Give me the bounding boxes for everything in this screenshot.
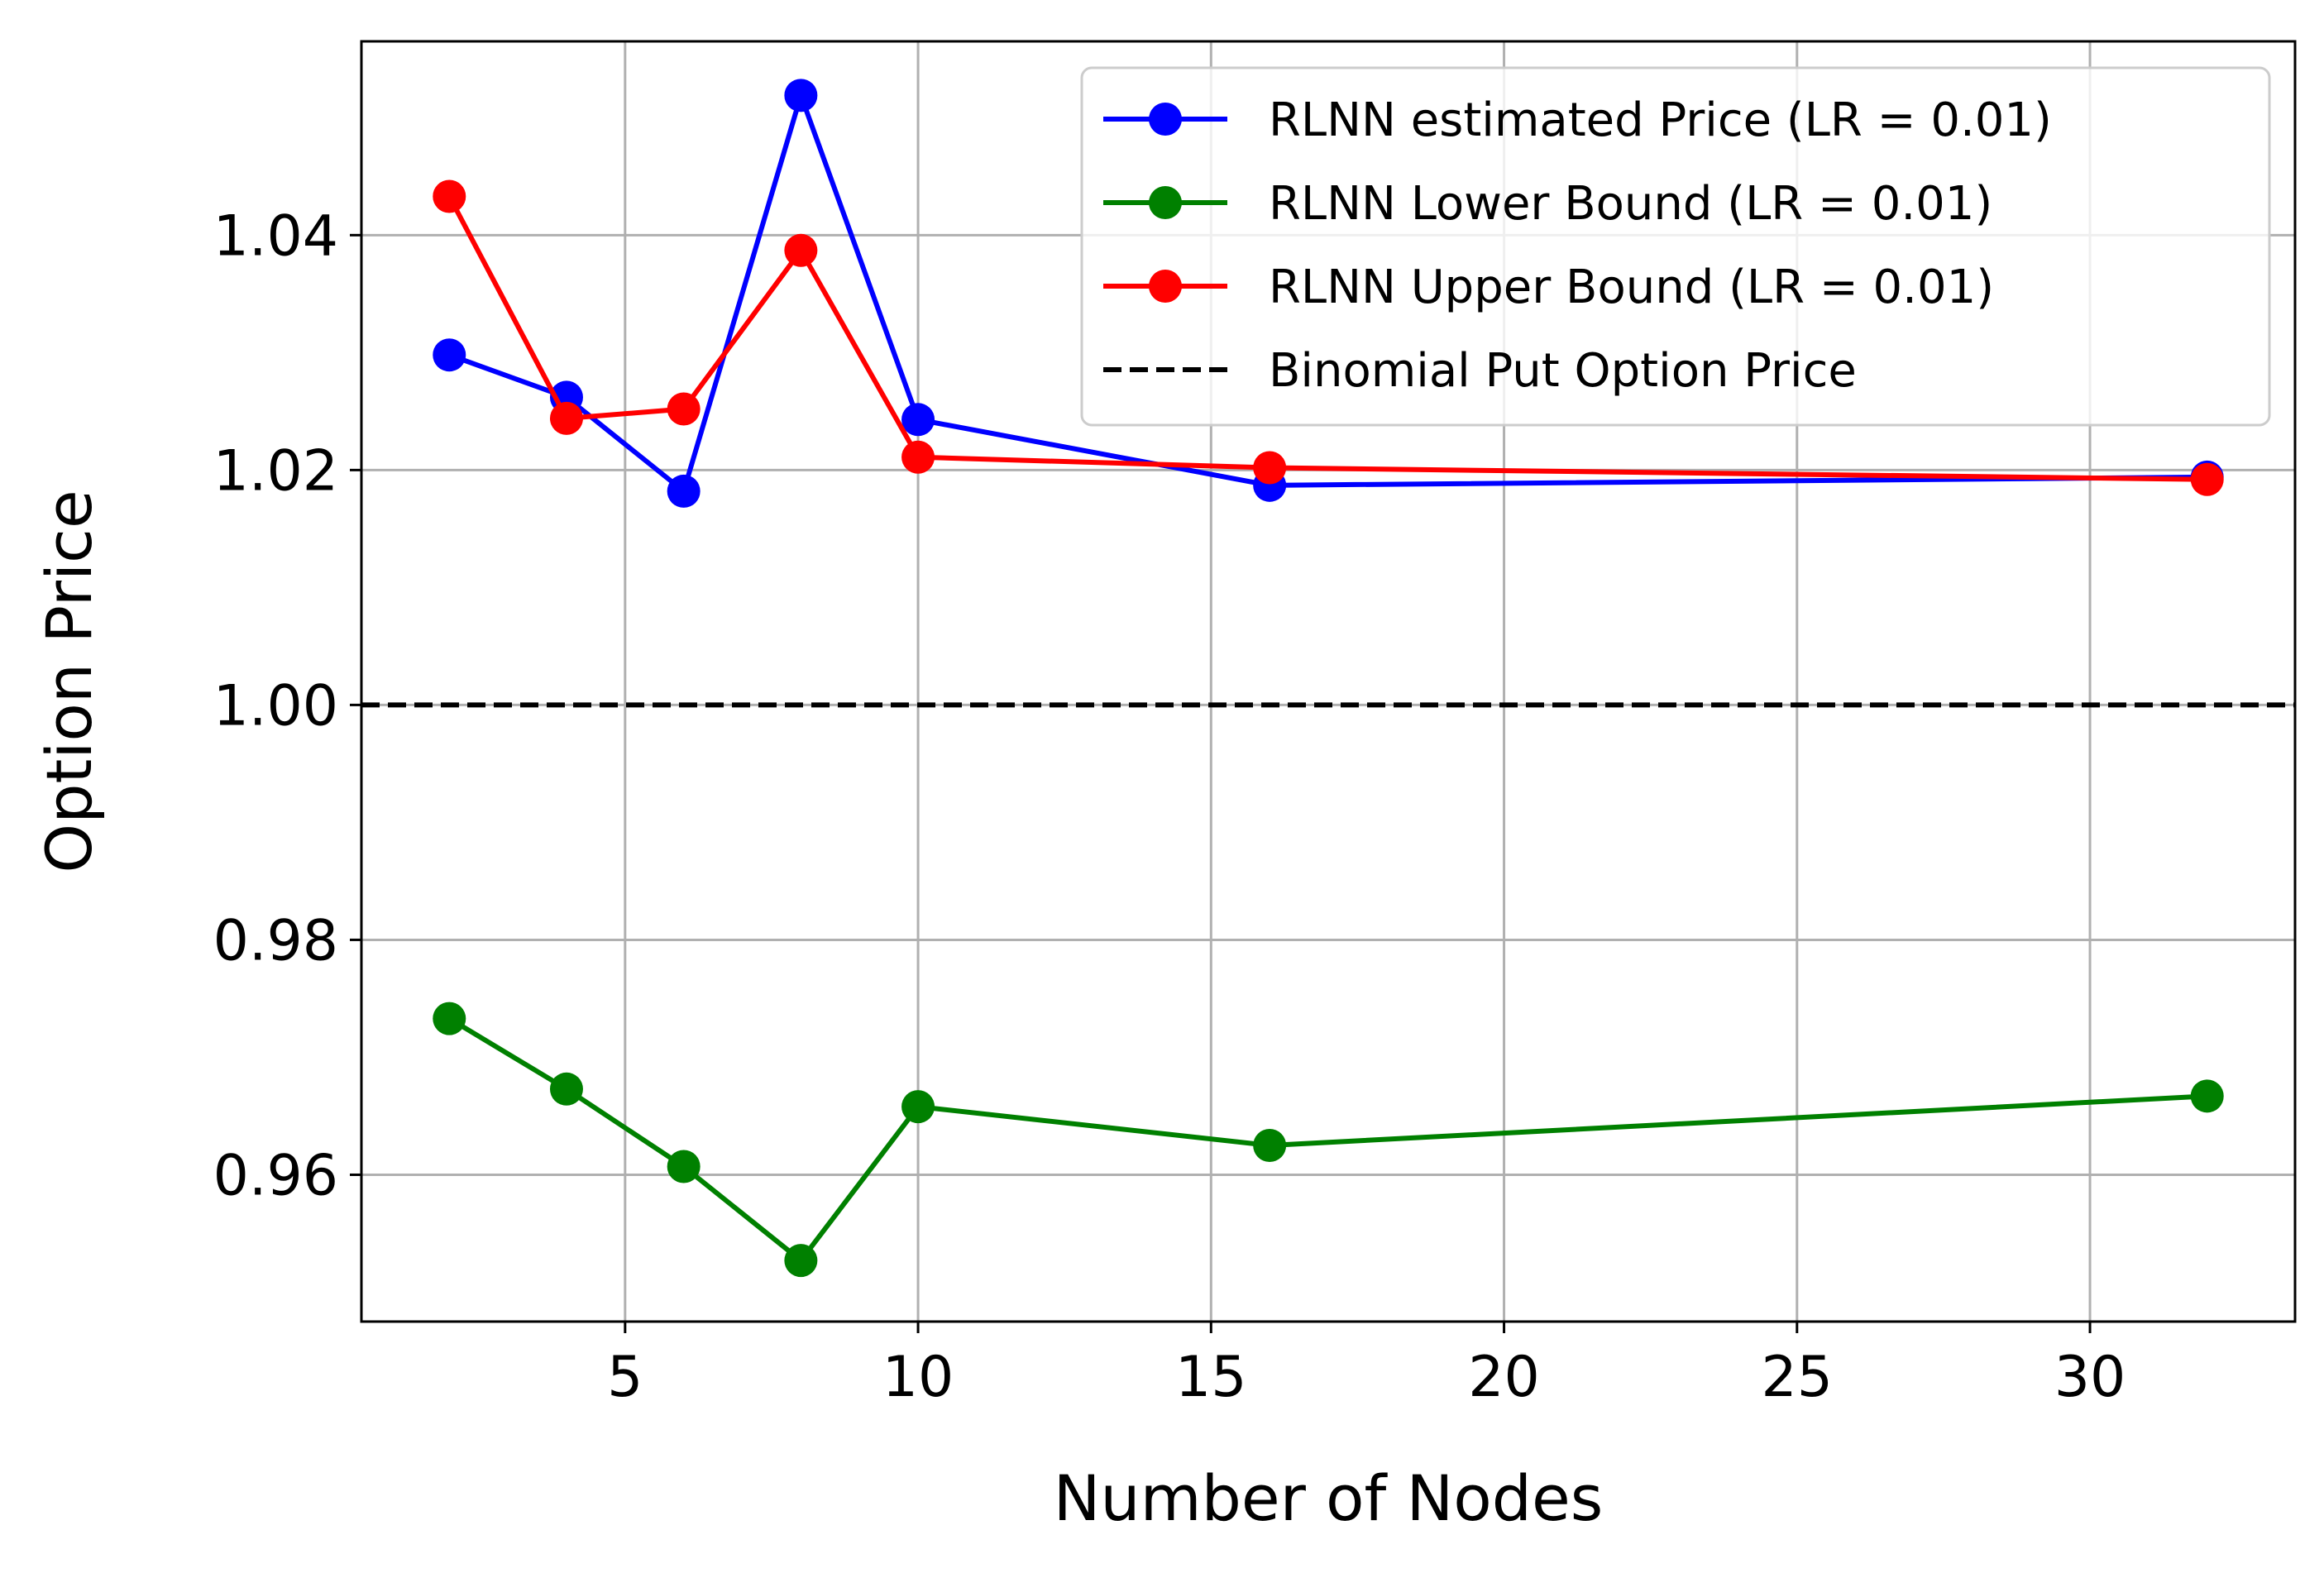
rlnn-upper-bound-point bbox=[901, 440, 935, 474]
series-lines bbox=[433, 79, 2224, 1278]
x-tick-label: 10 bbox=[882, 1345, 954, 1410]
y-tick-label: 0.96 bbox=[213, 1143, 338, 1208]
x-tick-label: 30 bbox=[2054, 1345, 2126, 1410]
rlnn-upper-bound-point bbox=[1253, 451, 1287, 485]
rlnn-lower-bound-point bbox=[2190, 1079, 2224, 1113]
legend-entry-label: RLNN estimated Price (LR = 0.01) bbox=[1269, 93, 2052, 147]
legend-entry-label: Binomial Put Option Price bbox=[1269, 344, 1857, 398]
rlnn-estimated-price-point bbox=[784, 79, 818, 112]
rlnn-lower-bound-series bbox=[433, 1002, 2224, 1278]
y-axis-ticks: 0.96 0.98 1.00 1.02 1.04 bbox=[213, 203, 361, 1208]
rlnn-estimated-price-point bbox=[667, 474, 701, 508]
rlnn-lower-bound-point bbox=[667, 1150, 701, 1183]
rlnn-estimated-price-point bbox=[901, 403, 935, 437]
rlnn-upper-bound-point bbox=[2190, 462, 2224, 496]
legend-swatch-marker bbox=[1149, 186, 1182, 219]
legend: RLNN estimated Price (LR = 0.01) RLNN Low… bbox=[1080, 66, 2271, 427]
rlnn-lower-bound-point bbox=[1253, 1128, 1287, 1162]
x-tick-label: 5 bbox=[607, 1345, 643, 1410]
rlnn-upper-bound-point bbox=[784, 233, 818, 267]
legend-swatch-marker bbox=[1149, 103, 1182, 136]
x-axis-label: Number of Nodes bbox=[1054, 1461, 1604, 1535]
legend-swatch-marker bbox=[1149, 270, 1182, 303]
rlnn-estimated-price-point bbox=[433, 338, 466, 372]
rlnn-upper-bound-point bbox=[549, 401, 583, 435]
y-tick-label: 1.04 bbox=[213, 203, 338, 269]
rlnn-lower-bound-point bbox=[784, 1244, 818, 1278]
rlnn-upper-bound-series bbox=[433, 179, 2224, 496]
y-axis-label: Option Price bbox=[32, 490, 106, 873]
x-tick-label: 25 bbox=[1762, 1345, 1834, 1410]
rlnn-lower-bound-point bbox=[549, 1072, 583, 1106]
y-tick-label: 0.98 bbox=[213, 908, 338, 973]
rlnn-upper-bound-point bbox=[667, 392, 701, 426]
x-axis-ticks: 5 10 15 20 25 30 bbox=[607, 1322, 2126, 1410]
rlnn-lower-bound-point bbox=[433, 1002, 466, 1035]
legend-box bbox=[1080, 66, 2271, 427]
rlnn-upper-bound-point bbox=[433, 179, 466, 213]
x-tick-label: 15 bbox=[1175, 1345, 1247, 1410]
x-tick-label: 20 bbox=[1468, 1345, 1540, 1410]
legend-entry-label: RLNN Lower Bound (LR = 0.01) bbox=[1269, 177, 1992, 231]
plot-frame bbox=[360, 40, 2297, 1323]
y-tick-label: 1.02 bbox=[213, 438, 338, 504]
legend-entry-label: RLNN Upper Bound (LR = 0.01) bbox=[1269, 261, 1994, 314]
y-tick-label: 1.00 bbox=[213, 673, 338, 739]
rlnn-lower-bound-point bbox=[901, 1090, 935, 1124]
